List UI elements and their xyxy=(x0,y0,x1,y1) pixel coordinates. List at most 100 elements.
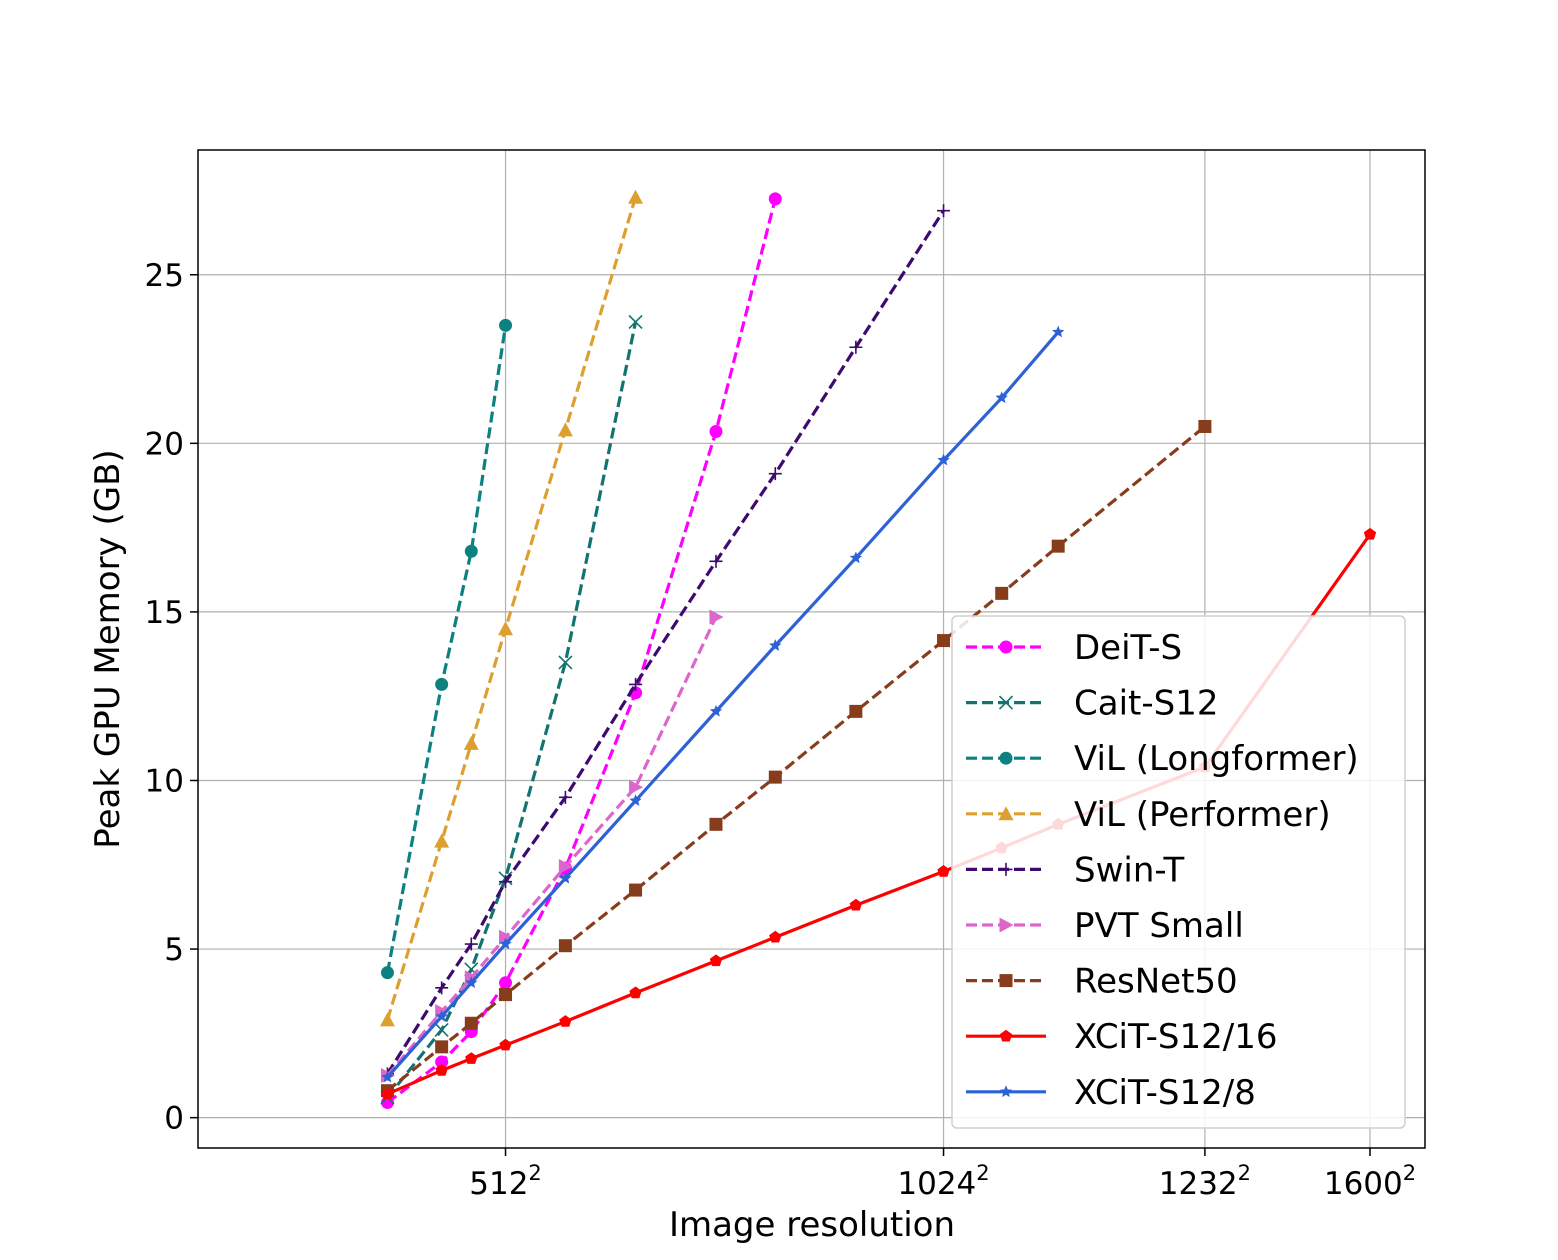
series-line-deit-s xyxy=(386,198,777,1104)
data-point-swin-t xyxy=(464,937,478,951)
legend-marker xyxy=(998,695,1014,710)
legend: DeiT-S Cait-S12 ViL (Longformer) ViL (Perfo… xyxy=(951,615,1406,1129)
legend-label: XCiT-S12/8 xyxy=(1074,1073,1256,1113)
data-point-vil-longformer xyxy=(380,966,394,980)
legend-label: DeiT-S xyxy=(1074,628,1182,668)
x-axis-label: Image resolution xyxy=(669,1205,955,1245)
legend-marker xyxy=(999,862,1013,876)
y-axis-label: Peak GPU Memory (GB) xyxy=(88,449,128,848)
data-point-xcit-s12-8 xyxy=(995,391,1008,404)
data-point-cait-s12 xyxy=(558,655,573,670)
series-vil-longformer xyxy=(380,318,513,980)
data-point-xcit-s12-16 xyxy=(849,898,862,911)
data-point-swin-t xyxy=(558,790,572,804)
series-line-cait-s12 xyxy=(386,321,638,1099)
legend-marker xyxy=(999,974,1013,988)
data-point-xcit-s12-8 xyxy=(629,794,642,806)
y-tick-label: 10 xyxy=(145,763,184,799)
data-point-xcit-s12-16 xyxy=(381,1087,394,1100)
data-point-vil-performer xyxy=(379,1012,395,1027)
data-point-resnet50 xyxy=(937,634,951,648)
legend-item-swin-t: Swin-T xyxy=(966,850,1185,890)
data-point-swin-t xyxy=(937,204,951,218)
legend-box xyxy=(951,615,1406,1129)
data-point-cait-s12 xyxy=(434,1022,449,1038)
data-point-deit-s xyxy=(499,976,513,990)
legend-label: XCiT-S12/16 xyxy=(1074,1017,1278,1057)
x-tick-label: 16002 xyxy=(1324,1161,1416,1202)
data-point-pvt-small xyxy=(709,609,724,625)
series-line-vil-longformer xyxy=(385,325,508,973)
data-point-swin-t xyxy=(768,467,782,481)
legend-marker xyxy=(999,917,1014,933)
data-point-vil-longformer xyxy=(499,318,513,332)
x-tick-label: 10242 xyxy=(897,1161,989,1202)
data-point-resnet50 xyxy=(464,1016,478,1030)
data-point-vil-performer xyxy=(434,833,450,848)
data-point-xcit-s12-8 xyxy=(465,976,478,988)
data-point-xcit-s12-8 xyxy=(937,453,950,466)
legend-item-vil-performer: ViL (Performer) xyxy=(966,795,1331,835)
legend-item-cait-s12: Cait-S12 xyxy=(966,684,1218,724)
legend-marker xyxy=(999,751,1013,765)
data-point-xcit-s12-16 xyxy=(499,1038,512,1051)
legend-item-xcit-s12-8: XCiT-S12/8 xyxy=(966,1073,1256,1113)
data-point-xcit-s12-16 xyxy=(1363,527,1377,540)
series-xcit-s12-8 xyxy=(381,325,1065,1083)
x-tick-label: 5122 xyxy=(469,1161,542,1202)
data-point-cait-s12 xyxy=(628,314,643,330)
data-point-resnet50 xyxy=(995,586,1009,600)
ticks: 5122 10242 12322 16002 0 5 10 15 20 25 xyxy=(145,258,1417,1202)
legend-label: ResNet50 xyxy=(1074,962,1238,1002)
data-point-xcit-s12-8 xyxy=(1052,325,1065,338)
data-point-xcit-s12-8 xyxy=(769,639,782,651)
y-tick-label: 0 xyxy=(164,1101,184,1137)
data-point-pvt-small xyxy=(558,858,573,874)
data-point-vil-performer xyxy=(463,735,479,750)
data-point-xcit-s12-8 xyxy=(435,1010,448,1022)
series-line-swin-t xyxy=(386,209,945,1075)
data-point-xcit-s12-16 xyxy=(435,1064,448,1076)
data-point-resnet50 xyxy=(1198,419,1212,433)
data-point-xcit-s12-8 xyxy=(381,1070,394,1083)
data-point-vil-performer xyxy=(498,621,514,636)
y-tick-label: 25 xyxy=(145,258,184,294)
x-tick-label: 12322 xyxy=(1159,1161,1251,1202)
data-point-xcit-s12-16 xyxy=(937,865,950,877)
data-point-swin-t xyxy=(435,981,449,995)
data-point-xcit-s12-8 xyxy=(849,551,862,564)
legend-item-vil-longformer: ViL (Longformer) xyxy=(966,739,1359,779)
data-point-resnet50 xyxy=(768,770,782,784)
data-point-resnet50 xyxy=(849,704,863,718)
legend-label: Swin-T xyxy=(1074,850,1185,890)
data-point-xcit-s12-16 xyxy=(709,954,723,967)
data-point-xcit-s12-8 xyxy=(559,871,572,884)
data-point-vil-performer xyxy=(557,422,573,437)
data-point-xcit-s12-16 xyxy=(465,1052,478,1064)
data-point-swin-t xyxy=(709,554,723,568)
data-point-xcit-s12-16 xyxy=(629,986,642,999)
data-point-vil-longformer xyxy=(435,677,449,691)
data-point-vil-longformer xyxy=(464,544,478,558)
legend-item-deit-s: DeiT-S xyxy=(966,628,1182,668)
data-point-pvt-small xyxy=(499,929,514,945)
y-tick-label: 20 xyxy=(145,426,184,462)
data-point-resnet50 xyxy=(1051,539,1065,553)
y-tick-label: 15 xyxy=(145,595,184,631)
data-point-deit-s xyxy=(435,1055,449,1069)
y-tick-label: 5 xyxy=(164,932,184,968)
series-line-xcit-s12-8 xyxy=(386,331,1060,1079)
legend-label: ViL (Longformer) xyxy=(1074,739,1359,779)
series-cait-s12 xyxy=(380,314,643,1105)
legend-label: PVT Small xyxy=(1074,906,1244,946)
data-point-vil-performer xyxy=(628,189,644,204)
data-point-swin-t xyxy=(499,875,513,889)
legend-marker xyxy=(999,1085,1013,1098)
plot-frame xyxy=(197,149,1426,1149)
series-line-vil-performer xyxy=(385,196,638,1021)
legend-marker xyxy=(998,806,1014,821)
legend-marker xyxy=(999,1029,1013,1042)
data-point-deit-s xyxy=(768,192,782,206)
data-point-swin-t xyxy=(629,677,643,691)
